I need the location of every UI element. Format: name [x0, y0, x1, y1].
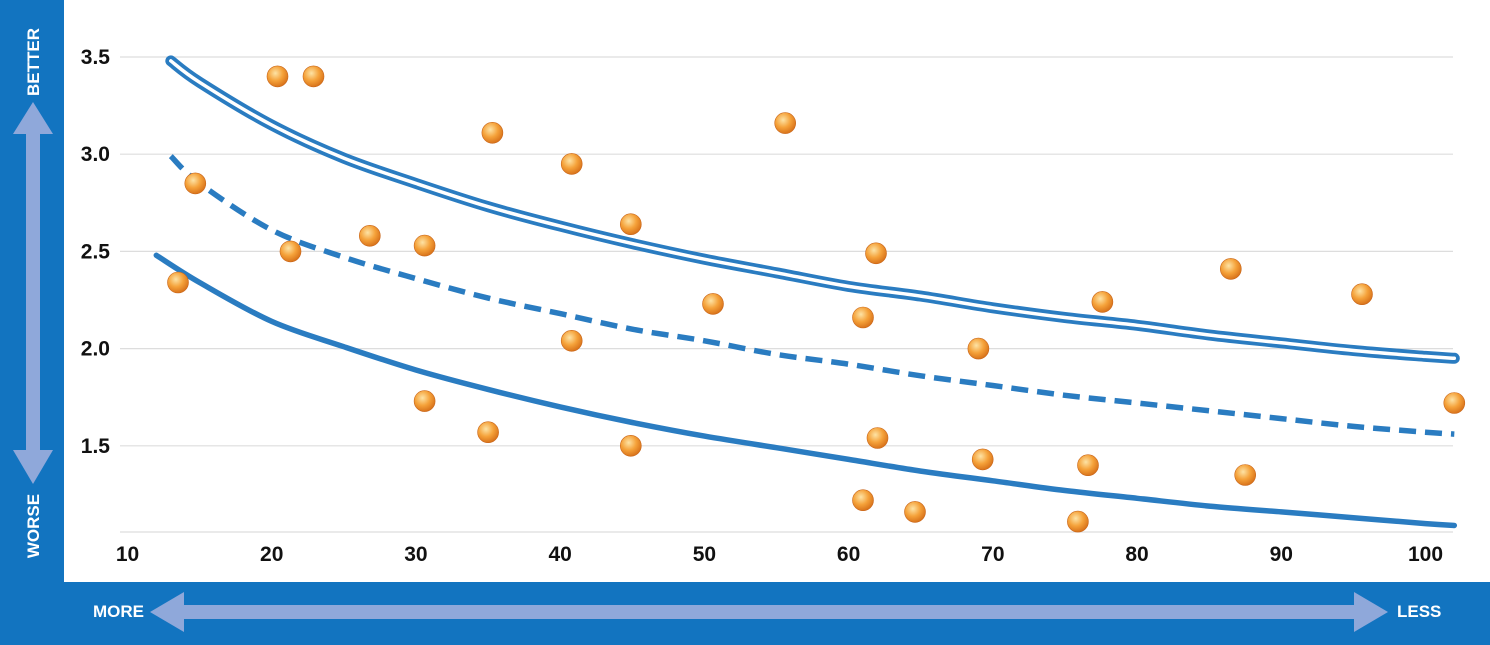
scatter-point [1351, 283, 1373, 306]
scatter-point [358, 225, 381, 247]
scatter-point [560, 329, 583, 352]
x-tick-label: 50 [693, 543, 716, 566]
x-tick-label: 30 [404, 543, 427, 566]
scatter-point [477, 421, 499, 444]
upper-curve-line [165, 55, 1460, 364]
x-tick-label: 100 [1408, 543, 1443, 566]
scatter-point [184, 172, 207, 195]
y-tick-label: 2.5 [81, 240, 111, 263]
scatter-point [971, 448, 994, 471]
scatter-point [1443, 392, 1466, 414]
scatter-point [852, 306, 874, 329]
x-axis-more-label: MORE [93, 602, 144, 621]
middle-curve-dashed-line [168, 154, 1455, 437]
scatter-point [904, 501, 926, 523]
scatter-point [1091, 291, 1114, 313]
scatter-point [866, 427, 889, 449]
vertical-arrow-icon [13, 102, 53, 484]
y-tick-label: 3.5 [81, 46, 111, 69]
scatter-point [167, 271, 189, 294]
y-tick-label: 1.5 [81, 435, 111, 458]
scatter-point [619, 434, 642, 457]
x-tick-label: 80 [1125, 543, 1148, 566]
scatter-point [1220, 258, 1242, 280]
scatter-point [1067, 510, 1089, 533]
scatter-point [1234, 464, 1256, 486]
lower-curve-line [153, 252, 1458, 529]
upper-curve-inner-line [169, 59, 1457, 361]
y-tick-label: 3.0 [81, 143, 110, 166]
x-tick-label: 70 [981, 543, 1004, 566]
x-axis-less-label: LESS [1397, 602, 1441, 621]
scatter-point [266, 65, 289, 88]
scatter-point [702, 293, 724, 315]
scatter-point [413, 390, 436, 412]
scatter-point [774, 112, 797, 134]
scatter-point [481, 122, 504, 144]
y-axis-worse-label: WORSE [24, 494, 43, 558]
scatter-point [852, 489, 874, 512]
scatter-point [413, 234, 436, 257]
x-tick-label: 90 [1270, 543, 1293, 566]
scatter-point [865, 242, 887, 265]
horizontal-arrow-icon [150, 592, 1388, 632]
y-axis-better-label: BETTER [24, 28, 43, 96]
x-tick-label: 60 [837, 543, 860, 566]
scatter-point [302, 65, 325, 88]
x-tick-label: 20 [260, 543, 283, 566]
scatter-point [967, 337, 990, 360]
scatter-point [1077, 454, 1099, 477]
y-tick-label: 2.0 [81, 338, 110, 361]
scatter-point [619, 213, 642, 235]
x-tick-label: 40 [548, 543, 571, 566]
scatter-point [560, 153, 583, 175]
x-tick-label: 10 [116, 543, 139, 566]
scatter-point [279, 240, 302, 263]
